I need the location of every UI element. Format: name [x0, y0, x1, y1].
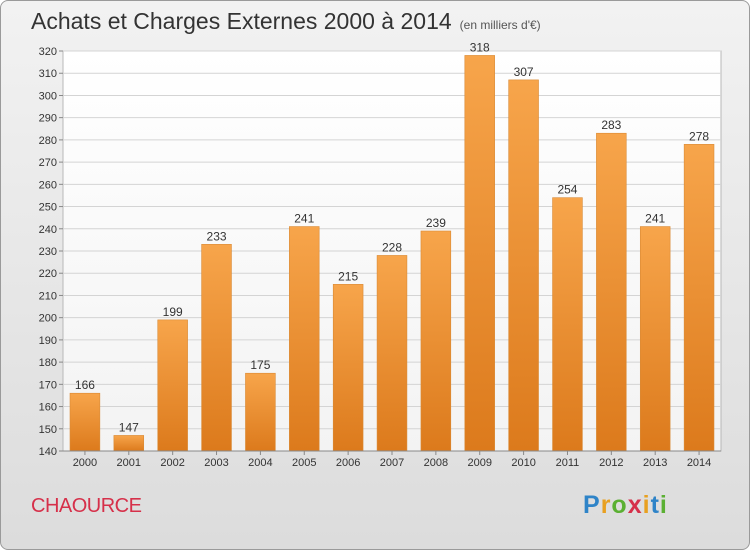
y-tick-label: 250 [39, 202, 57, 214]
chart-title: Achats et Charges Externes 2000 à 2014 (e… [31, 8, 541, 35]
data-label-2007: 228 [382, 240, 402, 254]
y-tick-label: 230 [39, 246, 57, 258]
x-tick-label-2004: 2004 [248, 457, 272, 469]
y-tick-label: 160 [39, 402, 57, 414]
data-label-2010: 307 [514, 65, 534, 79]
bar-2013 [639, 226, 671, 452]
x-tick-label-2013: 2013 [643, 457, 667, 469]
data-label-2006: 215 [338, 269, 358, 283]
data-label-2004: 175 [250, 358, 270, 372]
bar-2001 [113, 435, 145, 452]
bar-2014 [683, 144, 715, 452]
data-label-2008: 239 [426, 216, 446, 230]
bar-2002 [157, 319, 188, 452]
logo-letter: o [611, 491, 628, 519]
logo-letter: i [642, 491, 651, 519]
chart-subtitle: (en milliers d'€) [459, 18, 541, 32]
x-tick-label-2009: 2009 [467, 457, 491, 469]
data-label-2009: 318 [470, 40, 490, 54]
data-label-2001: 147 [119, 420, 139, 434]
bar-2011 [552, 197, 583, 452]
y-tick-label: 180 [39, 357, 57, 369]
x-tick-label-2008: 2008 [424, 457, 448, 469]
x-tick-label-2002: 2002 [160, 457, 184, 469]
y-tick-label: 280 [39, 135, 57, 147]
logo-letter: P [583, 491, 601, 519]
logo-letter: t [650, 491, 660, 519]
y-tick-label: 150 [39, 424, 57, 436]
data-label-2000: 166 [75, 378, 95, 392]
y-tick-label: 140 [39, 446, 57, 458]
y-tick-label: 310 [39, 68, 57, 80]
y-tick-label: 290 [39, 113, 57, 125]
x-tick-label-2012: 2012 [599, 457, 623, 469]
x-tick-label-2007: 2007 [380, 457, 404, 469]
data-label-2002: 199 [163, 305, 183, 319]
x-tick-label-2011: 2011 [556, 457, 580, 469]
x-tick-label-2014: 2014 [687, 457, 711, 469]
logo-letter: i [659, 491, 668, 519]
bar-2009 [464, 55, 495, 452]
bar-2007 [376, 255, 408, 452]
y-tick-label: 220 [39, 268, 57, 280]
bar-2008 [420, 230, 452, 452]
bar-2010 [508, 79, 539, 452]
data-label-2005: 241 [294, 212, 314, 226]
y-tick-label: 170 [39, 379, 57, 391]
y-tick-label: 300 [39, 90, 57, 102]
x-tick-label-2000: 2000 [73, 457, 97, 469]
bar-2005 [289, 226, 320, 452]
x-tick-label-2003: 2003 [204, 457, 228, 469]
data-label-2014: 278 [689, 129, 709, 143]
bar-2006 [332, 284, 364, 452]
x-tick-label-2006: 2006 [336, 457, 360, 469]
data-label-2011: 254 [557, 183, 577, 197]
logo-letter: x [627, 491, 643, 519]
x-tick-label-2005: 2005 [292, 457, 316, 469]
y-tick-label: 240 [39, 224, 57, 236]
data-label-2003: 233 [207, 229, 227, 243]
bar-2000 [69, 392, 101, 452]
y-tick-label: 270 [39, 157, 57, 169]
data-label-2013: 241 [645, 212, 665, 226]
data-label-2012: 283 [601, 118, 621, 132]
y-tick-label: 200 [39, 313, 57, 325]
commune-name: CHAOURCE [31, 495, 142, 517]
y-tick-label: 260 [39, 179, 57, 191]
chart-title-text: Achats et Charges Externes 2000 à 2014 [31, 8, 452, 34]
x-tick-label-2010: 2010 [511, 457, 535, 469]
bar-2004 [245, 372, 276, 452]
bar-2003 [201, 244, 232, 452]
y-tick-label: 210 [39, 290, 57, 302]
proxiti-logo: Proxiti [583, 491, 668, 520]
x-tick-label-2001: 2001 [117, 457, 141, 469]
logo-letter: r [600, 491, 612, 519]
y-tick-label: 320 [39, 46, 57, 58]
y-tick-label: 190 [39, 335, 57, 347]
bar-2012 [596, 132, 627, 452]
